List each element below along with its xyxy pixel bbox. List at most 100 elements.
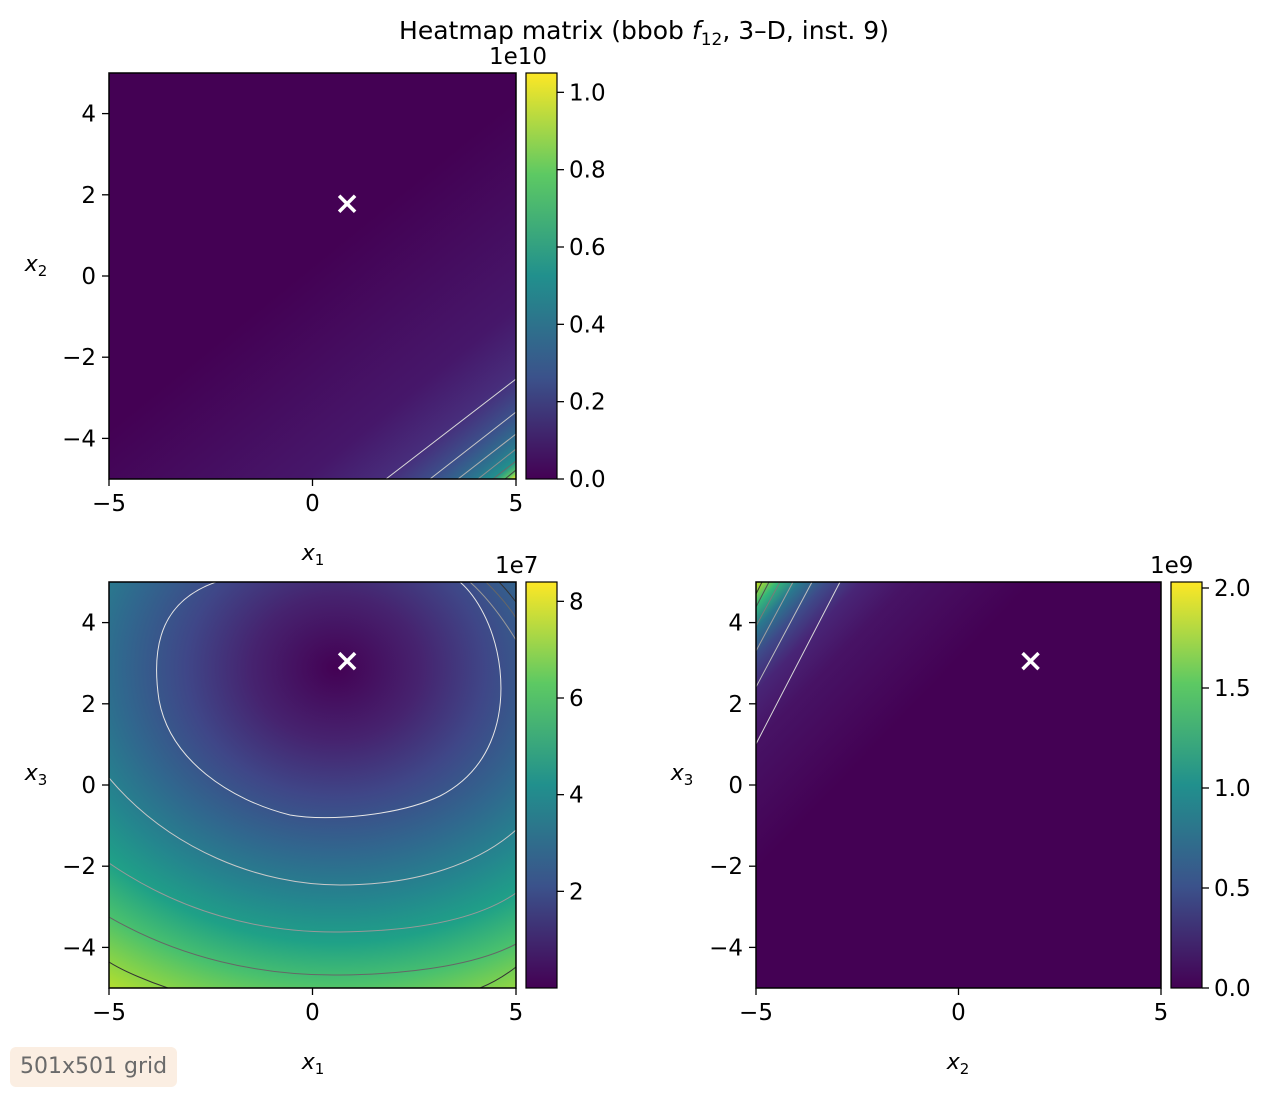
contour-line [498,582,516,603]
x-tick-label: −5 [92,491,126,517]
y-tick-label: 2 [728,692,743,718]
colorbar-offset-x2-x3: 1e9 [1150,553,1193,579]
panel-x1-x2: −5 0 5 −4 −2 0 2 4 x1 x2 0.0 0.2 0.4 0.6 0.8 1.0 1e… [24,44,606,569]
y-tick-label: 4 [728,611,743,637]
x-ticks-x2-x3: −5 0 5 [739,988,1168,1026]
contour-line [756,582,763,595]
y-tick-label: 4 [81,102,96,128]
colorbar-tick-label: 0.0 [569,467,606,493]
colorbar-offset-x1-x3: 1e7 [495,553,538,579]
optimum-marker-stroke [1021,651,1040,671]
y-tick-label: −4 [62,935,96,961]
contour-line [429,411,516,479]
colorbar-tick-label: 4 [569,783,584,809]
x-tick-label: −5 [739,1000,773,1026]
colorbar-x2-x3 [1170,581,1203,989]
y-tick-label: −4 [709,935,743,961]
contours-x1-x2 [385,378,516,479]
colorbar-x1-x2 [525,72,558,480]
contour-line [492,460,516,479]
title-function-symbol: f [691,16,701,45]
heatmap-x2-x3 [756,582,1161,988]
y-tick-label: 2 [81,183,96,209]
y-tick-label: 0 [728,773,743,799]
y-tick-label: −2 [709,854,743,880]
x-tick-label: −5 [92,1000,126,1026]
contour-line [756,582,770,608]
contour-line [756,582,794,652]
y-tick-label: 2 [81,692,96,718]
x-ticks-x1-x2: −5 0 5 [92,479,523,517]
x-tick-label: 0 [305,491,320,517]
x-axis-label-x2-x3: x2 [946,1050,970,1078]
contours-x2-x3 [756,582,841,745]
colorbar-tick-label: 8 [569,589,584,615]
y-tick-label: 0 [81,264,96,290]
contour-line [756,582,781,627]
title-function-index: 12 [700,30,723,50]
colorbar-tick-label: 0.6 [569,235,606,261]
colorbar-tick-label: 0.5 [1214,876,1251,902]
y-tick-label: 4 [81,611,96,637]
panel-x2-x3: −5 0 5 −4 −2 0 2 4 x2 x3 0.0 0.5 1.0 1.5 2.0 1e9 [670,553,1251,1078]
x-tick-label: 0 [305,1000,320,1026]
y-tick-label: 0 [81,773,96,799]
x-axis-label-x1-x3: x1 [301,1050,325,1078]
y-ticks-x1-x3: −4 −2 0 2 4 [62,611,109,961]
y-axis-label-x1-x3: x3 [24,761,48,789]
colorbar-tick-label: 2.0 [1214,576,1251,602]
optimum-marker-x2-x3 [1021,651,1040,671]
x-tick-label: 5 [509,491,524,517]
colorbar-tick-label: 1.0 [1214,776,1251,802]
contour-line [109,777,516,886]
y-ticks-x2-x3: −4 −2 0 2 4 [709,611,756,961]
contour-line [156,582,502,819]
optimum-marker-x1-x3 [337,651,357,671]
contour-line [504,469,516,479]
colorbar-ticks-x2-x3: 0.0 0.5 1.0 1.5 2.0 [1202,576,1251,1002]
panel-x1-x3: −5 0 5 −4 −2 0 2 4 x1 x3 2 4 6 8 1e7 [24,553,584,1078]
x-tick-label: 5 [509,1000,524,1026]
optimum-marker-stroke [337,651,357,671]
contour-line [477,448,516,479]
colorbar-tick-label: 0.8 [569,158,606,184]
colorbar-tick-label: 1.5 [1214,676,1251,702]
y-ticks-x1-x2: −4 −2 0 2 4 [62,102,109,452]
contour-line [109,862,516,933]
colorbar-tick-label: 0.0 [1214,976,1251,1002]
colorbar-x1-x3 [525,581,558,989]
contour-line [385,378,516,479]
colorbar-ticks-x1-x2: 0.0 0.2 0.4 0.6 0.8 1.0 [557,80,606,493]
contour-line [756,582,813,688]
colorbar-ticks-x1-x3: 2 4 6 8 [557,589,584,905]
colorbar-tick-label: 6 [569,686,584,712]
colorbar-offset-x1-x2: 1e10 [489,44,547,70]
y-tick-label: −4 [62,426,96,452]
colorbar-tick-label: 2 [569,879,584,905]
contour-line [109,961,169,988]
contour-line [109,916,516,976]
colorbar-tick-label: 0.2 [569,390,606,416]
contours-x1-x3 [109,582,516,988]
optimum-marker-x1-x2 [337,194,357,213]
contour-line [479,966,516,988]
colorbar-tick-label: 1.0 [569,80,606,106]
x-tick-label: 5 [1154,1000,1169,1026]
title-main: Heatmap matrix (bbob [399,16,692,45]
y-tick-label: −2 [62,345,96,371]
contour-line [457,433,516,479]
optimum-marker-stroke [337,194,357,213]
x-axis-label-x1-x2: x1 [301,541,325,569]
contour-line [756,582,841,745]
heatmap-x1-x2 [109,73,516,479]
contour-line [469,582,516,641]
y-tick-label: −2 [62,854,96,880]
title-rest: , 3–D, inst. 9) [722,16,889,45]
x-tick-label: 0 [951,1000,966,1026]
figure-title: Heatmap matrix (bbob f12, 3–D, inst. 9) [0,16,1288,50]
grid-size-note: 501x501 grid [10,1047,178,1087]
y-axis-label-x2-x3: x3 [670,761,694,789]
heatmap-x1-x3 [109,582,516,988]
x-ticks-x1-x3: −5 0 5 [92,988,523,1026]
